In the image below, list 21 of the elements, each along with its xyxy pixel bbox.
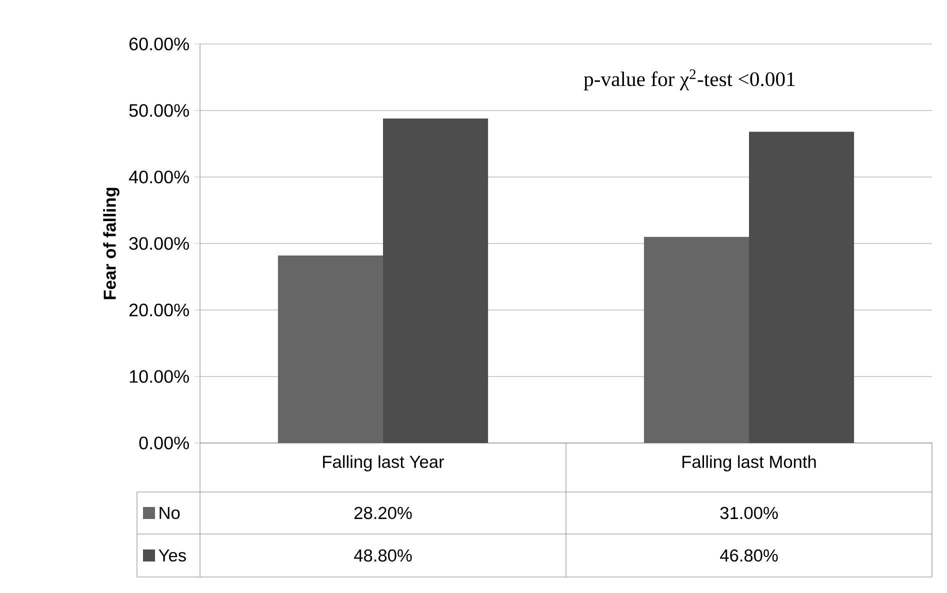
- y-axis-title: Fear of falling: [103, 188, 120, 300]
- y-tick-label: 50.00%: [129, 104, 189, 117]
- data-label: 46.80%: [720, 549, 778, 562]
- y-tick-label: 10.00%: [130, 370, 189, 383]
- x-tick-label: Falling last Month: [682, 455, 816, 472]
- bar: [278, 255, 384, 443]
- y-tick-label: 20.00%: [129, 304, 189, 316]
- bar: [383, 118, 488, 443]
- y-tick-label: 30.00%: [129, 237, 189, 250]
- legend-label: No: [160, 506, 180, 520]
- y-tick-label: 60.00%: [129, 38, 189, 50]
- y-tick-label: 0.00%: [139, 436, 189, 450]
- y-tick-label: 40.00%: [128, 170, 189, 184]
- bar: [644, 236, 749, 443]
- legend-label: Yes: [158, 549, 186, 562]
- bar: [748, 132, 854, 443]
- annotation: p-value for χ$^{2}$-test <0.001: [584, 69, 795, 90]
- data-label: 31.00%: [720, 506, 778, 520]
- x-tick-label: Falling last Year: [323, 455, 444, 472]
- data-label: 28.20%: [354, 506, 412, 520]
- data-label: 48.80%: [354, 549, 412, 562]
